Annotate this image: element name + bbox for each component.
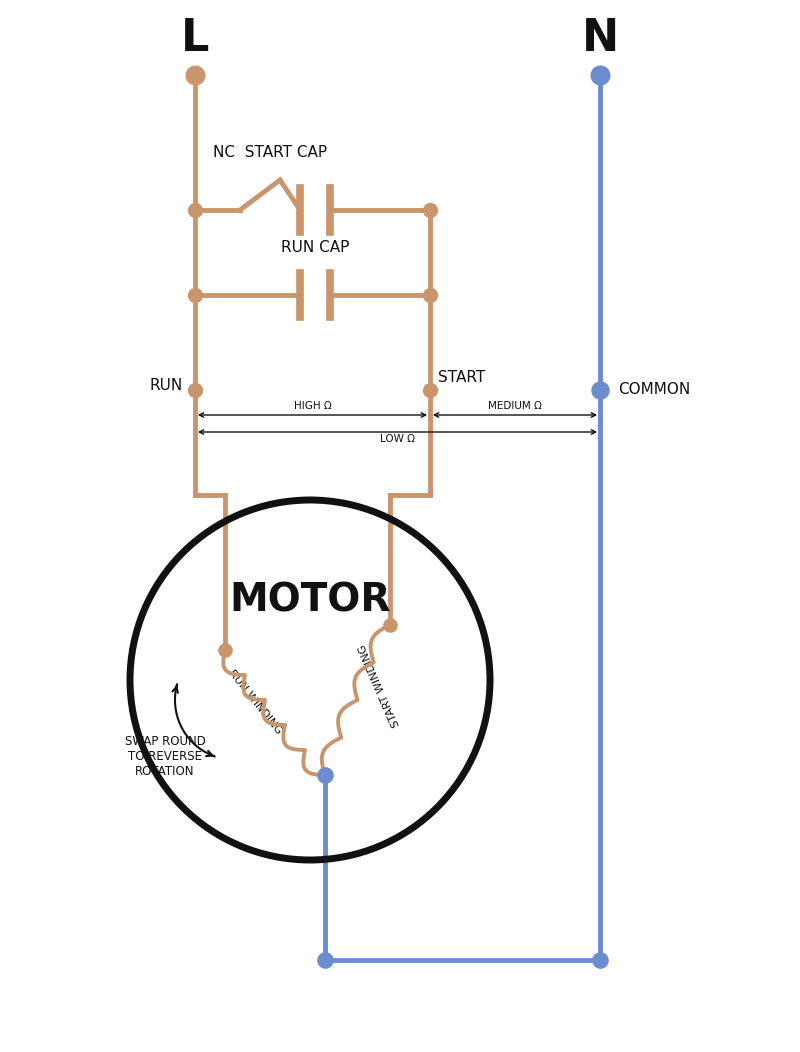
Point — [218, 642, 231, 659]
Text: START WINDING: START WINDING — [357, 642, 402, 728]
Point — [594, 66, 606, 83]
Text: LOW Ω: LOW Ω — [380, 434, 415, 444]
Point — [318, 952, 331, 969]
Text: SWAP ROUND
TO REVERSE
ROTATION: SWAP ROUND TO REVERSE ROTATION — [125, 735, 206, 778]
Point — [424, 202, 437, 219]
Point — [189, 202, 202, 219]
Text: RUN: RUN — [150, 378, 183, 392]
Text: MOTOR: MOTOR — [230, 581, 390, 619]
Text: COMMON: COMMON — [618, 383, 690, 398]
Point — [189, 382, 202, 399]
Point — [318, 767, 331, 784]
Point — [594, 952, 606, 969]
Text: MEDIUM Ω: MEDIUM Ω — [488, 401, 542, 411]
Text: START: START — [438, 370, 486, 385]
Text: NC  START CAP: NC START CAP — [213, 145, 327, 160]
Text: HIGH Ω: HIGH Ω — [294, 401, 331, 411]
Point — [189, 66, 202, 83]
Text: L: L — [181, 17, 209, 60]
Point — [384, 616, 397, 633]
Point — [189, 286, 202, 303]
Point — [424, 382, 437, 399]
Text: RUN WINDING: RUN WINDING — [226, 668, 284, 736]
Point — [594, 382, 606, 399]
Text: N: N — [582, 17, 618, 60]
Text: RUN CAP: RUN CAP — [281, 240, 349, 255]
Point — [424, 286, 437, 303]
